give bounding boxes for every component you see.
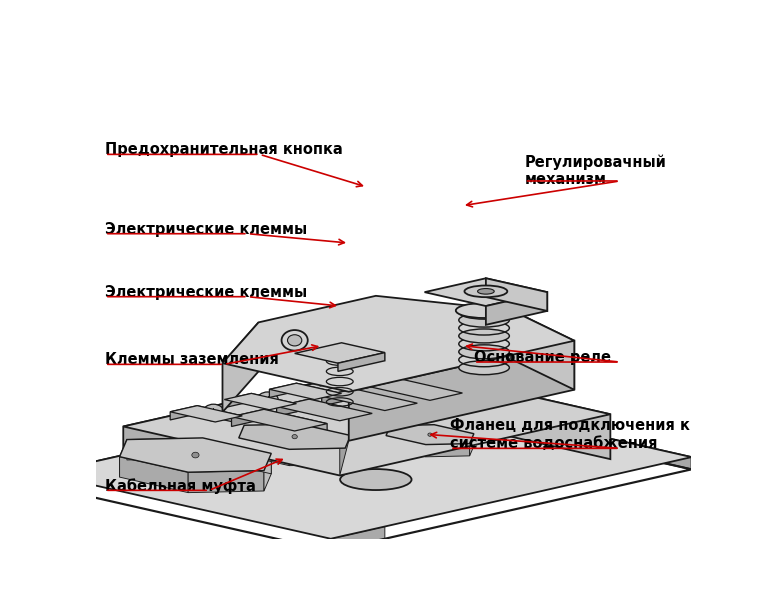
Polygon shape: [347, 371, 392, 390]
Polygon shape: [290, 448, 345, 465]
Circle shape: [287, 335, 302, 346]
Polygon shape: [239, 425, 244, 454]
Polygon shape: [309, 399, 372, 423]
Circle shape: [271, 415, 282, 423]
Polygon shape: [331, 527, 385, 551]
Circle shape: [292, 435, 297, 439]
Ellipse shape: [458, 345, 509, 359]
Polygon shape: [42, 391, 403, 485]
Polygon shape: [349, 341, 574, 441]
Polygon shape: [276, 399, 372, 421]
Polygon shape: [42, 391, 691, 539]
Polygon shape: [120, 457, 188, 493]
Polygon shape: [197, 405, 243, 424]
Polygon shape: [425, 278, 548, 306]
Polygon shape: [354, 389, 417, 413]
Polygon shape: [386, 425, 390, 448]
Polygon shape: [399, 379, 462, 403]
Polygon shape: [470, 434, 474, 456]
Polygon shape: [239, 438, 290, 465]
Polygon shape: [223, 296, 574, 391]
Polygon shape: [203, 438, 271, 474]
Polygon shape: [231, 409, 327, 431]
Ellipse shape: [458, 361, 509, 375]
Circle shape: [406, 384, 417, 392]
Polygon shape: [224, 393, 296, 410]
Polygon shape: [322, 389, 417, 410]
Polygon shape: [296, 383, 342, 402]
Polygon shape: [127, 438, 203, 460]
Polygon shape: [386, 436, 425, 457]
Polygon shape: [270, 383, 296, 398]
Polygon shape: [170, 405, 243, 422]
Circle shape: [203, 404, 224, 421]
Text: Клеммы заземления: Клеммы заземления: [105, 352, 279, 367]
Polygon shape: [386, 425, 474, 445]
Polygon shape: [367, 379, 399, 396]
Polygon shape: [394, 365, 611, 459]
Text: Регулировачный
механизм: Регулировачный механизм: [525, 155, 667, 187]
Polygon shape: [486, 278, 548, 311]
Polygon shape: [120, 439, 127, 477]
Polygon shape: [367, 379, 462, 401]
Ellipse shape: [455, 303, 512, 318]
Polygon shape: [223, 322, 259, 412]
Polygon shape: [187, 379, 548, 461]
Polygon shape: [124, 365, 394, 471]
Polygon shape: [434, 425, 474, 446]
Polygon shape: [338, 353, 385, 371]
Polygon shape: [390, 425, 434, 438]
Ellipse shape: [340, 469, 412, 490]
Polygon shape: [231, 409, 264, 427]
Polygon shape: [270, 383, 342, 399]
Polygon shape: [345, 436, 350, 464]
Polygon shape: [239, 424, 350, 449]
Polygon shape: [120, 438, 271, 472]
Circle shape: [362, 394, 372, 402]
Polygon shape: [300, 424, 350, 452]
Polygon shape: [339, 441, 349, 476]
Polygon shape: [188, 471, 264, 493]
Circle shape: [257, 392, 278, 408]
Text: Фланец для подключения к
системе водоснабжения: Фланец для подключения к системе водосна…: [450, 418, 690, 450]
Polygon shape: [244, 424, 300, 442]
Text: Электрические клеммы: Электрические клеммы: [105, 285, 307, 299]
Polygon shape: [295, 343, 385, 363]
Polygon shape: [224, 393, 251, 408]
Polygon shape: [322, 389, 354, 406]
Polygon shape: [320, 371, 392, 388]
Polygon shape: [264, 409, 327, 433]
Polygon shape: [264, 453, 271, 491]
Polygon shape: [320, 371, 347, 386]
Circle shape: [192, 452, 199, 458]
Circle shape: [428, 433, 432, 436]
Polygon shape: [170, 405, 197, 420]
Polygon shape: [486, 292, 548, 325]
Ellipse shape: [465, 285, 508, 297]
Circle shape: [316, 404, 327, 413]
Text: Кабельная муфта: Кабельная муфта: [105, 478, 256, 494]
Polygon shape: [124, 365, 611, 476]
Ellipse shape: [458, 329, 509, 343]
Polygon shape: [403, 391, 691, 469]
Polygon shape: [425, 444, 470, 457]
Ellipse shape: [458, 313, 509, 327]
Text: Основание реле: Основание реле: [474, 350, 611, 365]
Polygon shape: [251, 393, 296, 412]
Polygon shape: [276, 399, 309, 416]
Text: Электрические клеммы: Электрические клеммы: [105, 222, 307, 236]
Ellipse shape: [478, 288, 495, 294]
Text: Предохранительная кнопка: Предохранительная кнопка: [105, 142, 343, 157]
Circle shape: [282, 330, 308, 351]
Polygon shape: [511, 310, 574, 390]
